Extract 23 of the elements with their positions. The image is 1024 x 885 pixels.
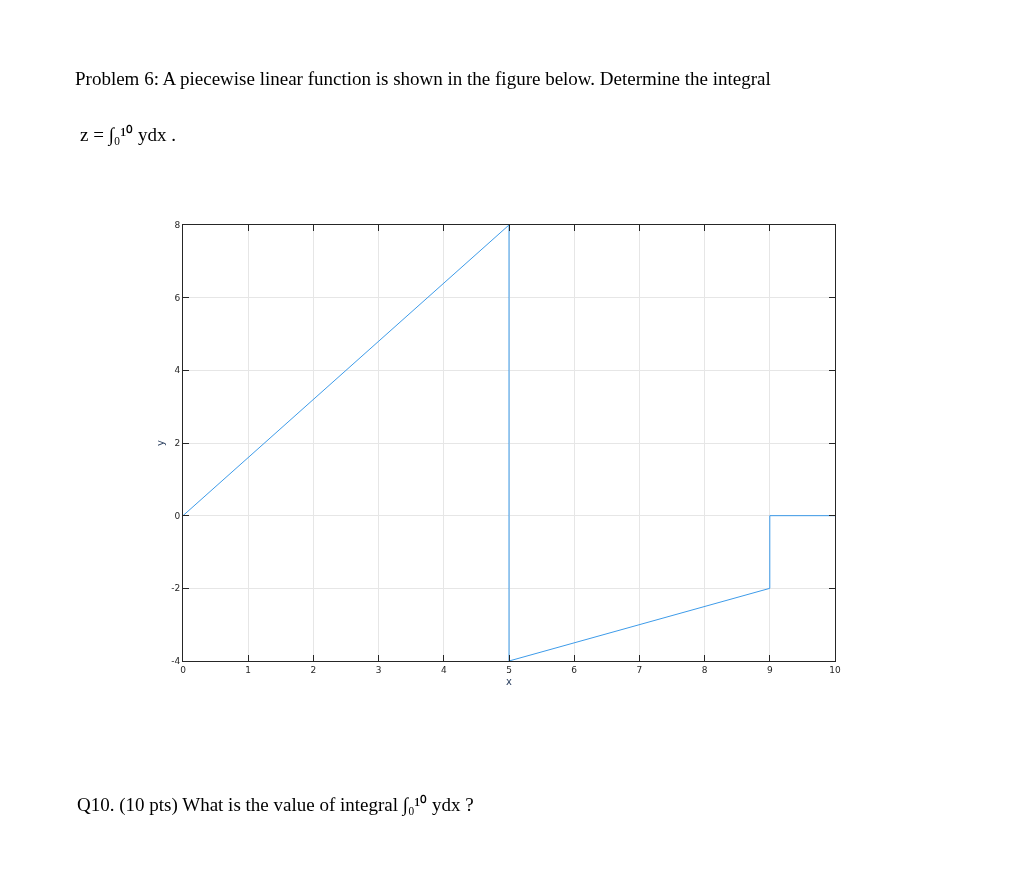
text: z = ∫₀¹⁰ ydx . [80, 124, 176, 147]
y-tick-label: -2 [171, 583, 181, 594]
chart-title: Problem 6: A piecewise linear function is shown in the figure below. Determine the integral [75, 68, 771, 90]
x-tick-label: 8 [701, 664, 708, 675]
x-tick-label: 2 [310, 664, 317, 675]
line-series [183, 225, 835, 661]
text: Q10. (10 pts) What is the value of integral ∫₀¹⁰ ydx ? [77, 794, 474, 817]
y-axis-title: y [155, 439, 167, 446]
x-tick-label: 3 [375, 664, 382, 675]
x-tick-label: 1 [245, 664, 252, 675]
y-tick-label: 6 [174, 292, 181, 303]
x-axis-title: x [506, 676, 513, 688]
y-tick-label: 2 [174, 438, 181, 449]
y-tick-label: 0 [174, 510, 181, 521]
y-tick-label: 4 [174, 365, 181, 376]
x-tick-label: 4 [440, 664, 447, 675]
x-tick-label: 5 [506, 664, 512, 675]
x-tick-label: 7 [636, 664, 643, 675]
x-tick-label: 10 [829, 664, 841, 675]
y-tick-label: 8 [174, 220, 181, 231]
x-tick-label: 9 [766, 664, 773, 675]
x-tick-label: 6 [571, 664, 578, 675]
y-tick-label: -4 [171, 656, 181, 667]
